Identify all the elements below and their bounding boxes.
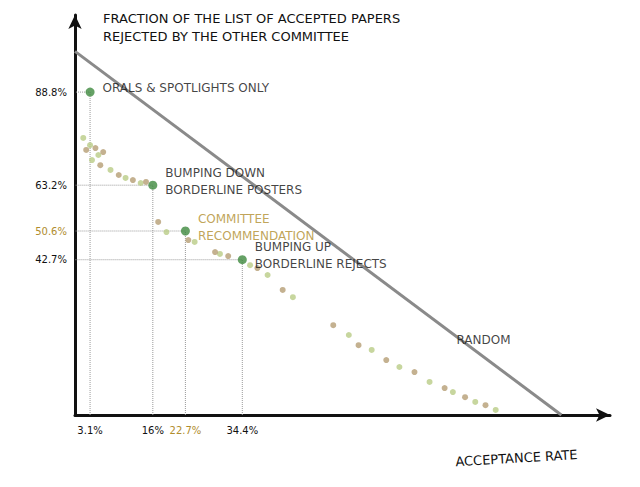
svg-text:FRACTION OF THE LIST OF ACCEPT: FRACTION OF THE LIST OF ACCEPTED PAPERS xyxy=(103,11,400,26)
svg-text:ACCEPTANCE RATE: ACCEPTANCE RATE xyxy=(455,447,578,469)
svg-text:REJECTED BY THE OTHER COMMITTE: REJECTED BY THE OTHER COMMITTEE xyxy=(103,29,349,44)
svg-text:42.7%: 42.7% xyxy=(35,254,67,265)
svg-text:34.4%: 34.4% xyxy=(226,425,258,436)
svg-text:3.1%: 3.1% xyxy=(77,425,102,436)
svg-text:BORDERLINE POSTERS: BORDERLINE POSTERS xyxy=(165,183,302,197)
svg-text:16%: 16% xyxy=(142,425,164,436)
svg-text:88.8%: 88.8% xyxy=(35,87,67,98)
svg-text:BUMPING DOWN: BUMPING DOWN xyxy=(165,166,265,180)
svg-text:ORALS & SPOTLIGHTS ONLY: ORALS & SPOTLIGHTS ONLY xyxy=(103,81,270,95)
svg-text:22.7%: 22.7% xyxy=(170,425,202,436)
svg-text:COMMITTEE: COMMITTEE xyxy=(198,212,270,226)
svg-text:RECOMMENDATION: RECOMMENDATION xyxy=(197,228,315,243)
svg-text:BUMPING UP: BUMPING UP xyxy=(255,240,331,254)
svg-text:RANDOM: RANDOM xyxy=(457,333,511,347)
svg-text:BORDERLINE REJECTS: BORDERLINE REJECTS xyxy=(255,257,387,271)
svg-text:63.2%: 63.2% xyxy=(35,180,67,191)
svg-text:50.6%: 50.6% xyxy=(35,226,67,237)
